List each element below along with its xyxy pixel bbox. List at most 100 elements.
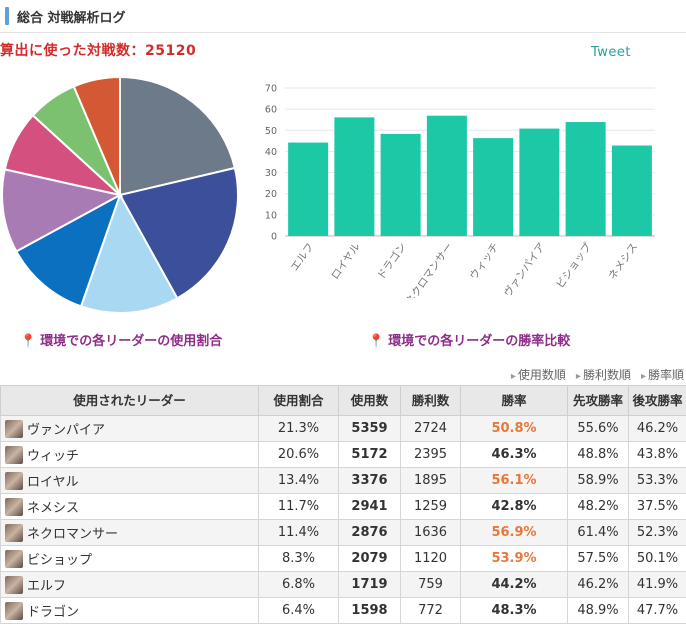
usage-pie-chart: ヴァンパイア 21.3%ウィッチ 20.6%ロイヤル 13.4%ネメシス 11.… <box>0 78 245 323</box>
usage-cell: 13.4% <box>259 468 339 494</box>
bar-3[interactable]: ドラゴン 48.3% <box>381 134 421 236</box>
leader-avatar <box>5 420 23 438</box>
second-winrate-cell: 53.3% <box>629 468 686 494</box>
winrate-cell: 44.2% <box>461 572 568 598</box>
bar-1[interactable]: エルフ 44.2% <box>288 143 328 236</box>
count-cell: 5359 <box>339 416 401 442</box>
tweet-button[interactable]: Tweet <box>591 45 631 60</box>
second-winrate-cell: 47.7% <box>629 598 686 624</box>
col-header-first-winrate[interactable]: 先攻勝率 <box>568 386 629 416</box>
leader-name: ネメシス <box>27 501 79 516</box>
usage-cell: 11.7% <box>259 494 339 520</box>
leader-name: ビショップ <box>27 553 92 568</box>
bar-caption: 📍 環境での各リーダーの勝率比較 <box>368 330 570 349</box>
count-cell: 2941 <box>339 494 401 520</box>
wins-cell: 1120 <box>401 546 461 572</box>
x-tick-label: ドラゴン <box>374 240 409 282</box>
leader-cell: ネメシス <box>1 494 259 520</box>
y-tick-label: 40 <box>265 147 277 158</box>
winrate-cell: 50.8% <box>461 416 568 442</box>
count-cell: 1719 <box>339 572 401 598</box>
col-header-winrate[interactable]: 勝率 <box>461 386 568 416</box>
x-tick-label: ビショップ <box>554 240 594 290</box>
wins-cell: 1259 <box>401 494 461 520</box>
first-winrate-cell: 61.4% <box>568 520 629 546</box>
sort-by-usage-link[interactable]: 使用数順 <box>511 368 566 382</box>
bar-caption-text: 環境での各リーダーの勝率比較 <box>388 334 570 349</box>
leader-avatar <box>5 498 23 516</box>
second-winrate-cell: 52.3% <box>629 520 686 546</box>
y-tick-label: 10 <box>265 210 277 221</box>
sort-by-winrate-link[interactable]: 勝率順 <box>641 368 684 382</box>
leader-avatar <box>5 602 23 620</box>
wins-cell: 2395 <box>401 442 461 468</box>
page-title: 総合 対戦解析ログ <box>17 7 126 26</box>
usage-cell: 8.3% <box>259 546 339 572</box>
winrate-cell: 56.9% <box>461 520 568 546</box>
leader-cell: ドラゴン <box>1 598 259 624</box>
wins-cell: 2724 <box>401 416 461 442</box>
y-tick-label: 0 <box>271 232 277 243</box>
wins-cell: 1636 <box>401 520 461 546</box>
first-winrate-cell: 48.8% <box>568 442 629 468</box>
bar-5[interactable]: ウィッチ 46.3% <box>473 138 513 236</box>
x-tick-label: ロイヤル <box>329 241 363 282</box>
bar-8[interactable]: ネメシス 42.8% <box>612 146 652 236</box>
x-tick-label: ネクロマンサー <box>403 241 455 298</box>
bar-7[interactable]: ビショップ 53.9% <box>566 122 606 236</box>
count-cell: 2876 <box>339 520 401 546</box>
col-header-wins[interactable]: 勝利数 <box>401 386 461 416</box>
first-winrate-cell: 46.2% <box>568 572 629 598</box>
first-winrate-cell: 48.2% <box>568 494 629 520</box>
leader-name: ドラゴン <box>27 605 79 620</box>
winrate-cell: 53.9% <box>461 546 568 572</box>
header-accent-bar <box>5 7 9 25</box>
bar-2[interactable]: ロイヤル 56.1% <box>334 117 374 236</box>
first-winrate-cell: 48.9% <box>568 598 629 624</box>
leader-stats-table: 使用されたリーダー 使用割合 使用数 勝利数 勝率 先攻勝率 後攻勝率 ヴァンパ… <box>0 385 686 624</box>
leader-name: ロイヤル <box>27 475 79 490</box>
bar-4[interactable]: ネクロマンサー 56.9% <box>427 116 467 236</box>
x-tick-label: ネメシス <box>606 241 640 282</box>
usage-cell: 6.4% <box>259 598 339 624</box>
x-tick-label: エルフ <box>289 241 317 274</box>
second-winrate-cell: 46.2% <box>629 416 686 442</box>
battle-count: 算出に使った対戦数：25120 <box>0 40 196 60</box>
y-tick-label: 60 <box>265 105 277 116</box>
first-winrate-cell: 55.6% <box>568 416 629 442</box>
col-header-leader[interactable]: 使用されたリーダー <box>1 386 259 416</box>
second-winrate-cell: 41.9% <box>629 572 686 598</box>
winrate-cell: 42.8% <box>461 494 568 520</box>
winrate-cell: 56.1% <box>461 468 568 494</box>
leader-avatar <box>5 472 23 490</box>
pie-caption-text: 環境での各リーダーの使用割合 <box>40 334 222 349</box>
map-pin-icon: 📍 <box>368 334 384 349</box>
col-header-usage[interactable]: 使用割合 <box>259 386 339 416</box>
leader-cell: ヴァンパイア <box>1 416 259 442</box>
leader-name: ヴァンパイア <box>27 423 105 438</box>
usage-cell: 6.8% <box>259 572 339 598</box>
count-cell: 3376 <box>339 468 401 494</box>
y-tick-label: 50 <box>265 126 277 137</box>
col-header-second-winrate[interactable]: 後攻勝率 <box>629 386 686 416</box>
second-winrate-cell: 50.1% <box>629 546 686 572</box>
sort-by-wins-link[interactable]: 勝利数順 <box>576 368 631 382</box>
leader-cell: ビショップ <box>1 546 259 572</box>
y-tick-label: 70 <box>265 84 277 95</box>
count-cell: 1598 <box>339 598 401 624</box>
leader-avatar <box>5 550 23 568</box>
y-tick-label: 30 <box>265 168 277 179</box>
usage-cell: 11.4% <box>259 520 339 546</box>
leader-cell: ロイヤル <box>1 468 259 494</box>
bar-6[interactable]: ヴァンパイア 50.8% <box>519 129 559 236</box>
usage-cell: 21.3% <box>259 416 339 442</box>
first-winrate-cell: 57.5% <box>568 546 629 572</box>
col-header-count[interactable]: 使用数 <box>339 386 401 416</box>
